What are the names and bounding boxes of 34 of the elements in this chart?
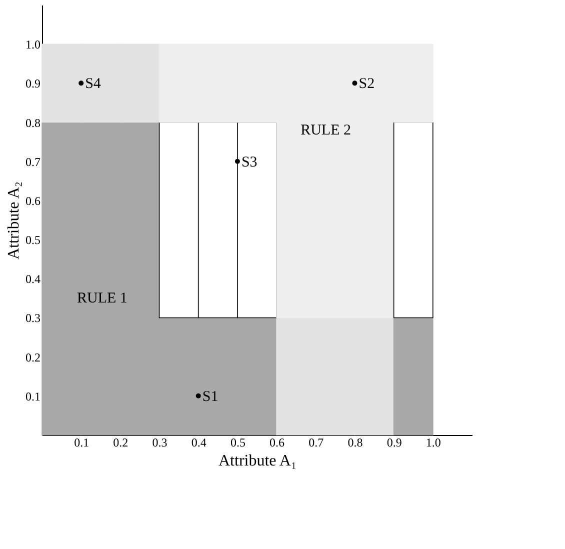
y-tick-label: 0.2	[26, 350, 40, 364]
annotation: RULE 2	[300, 122, 352, 139]
annotation: RULE 1	[76, 290, 128, 306]
x-tick-label: 0.8	[348, 436, 363, 450]
x-axis-title: Attribute A₁	[218, 452, 297, 470]
y-tick-label: 0.6	[26, 194, 40, 208]
annotation: S1	[202, 388, 218, 405]
x-tick-label: 1.0	[426, 436, 441, 450]
y-tick-label: 0.3	[26, 311, 40, 326]
bar	[393, 122, 434, 318]
point	[78, 80, 84, 86]
y-tick-label: 1.0	[26, 38, 40, 52]
y-tick-label: 0.1	[26, 389, 40, 404]
y-tick-label: 0.5	[26, 233, 40, 248]
point	[234, 158, 240, 164]
x-tick-label: 0.3	[152, 436, 168, 450]
y-tick-label: 0.4	[26, 272, 40, 286]
annotation: S3	[241, 154, 258, 170]
x-tick-label: 0.4	[191, 436, 206, 450]
annotation: S4	[85, 76, 102, 92]
bar	[393, 317, 434, 436]
y-tick-label: 0.8	[26, 116, 40, 130]
x-tick-label: 0.5	[230, 436, 246, 450]
x-tick-label: 0.7	[308, 436, 324, 450]
y-tick-label: 0.9	[26, 76, 40, 91]
y-tick-label: 0.7	[26, 154, 40, 169]
x-tick-label: 0.2	[113, 436, 128, 450]
point	[352, 80, 358, 86]
x-tick-label: 0.9	[386, 436, 402, 450]
x-tick-label: 0.1	[74, 436, 90, 450]
annotation: S2	[358, 76, 375, 92]
x-tick-label: 0.6	[270, 436, 285, 450]
point	[196, 393, 201, 398]
y-axis-title: Attribute A₂	[6, 181, 22, 260]
